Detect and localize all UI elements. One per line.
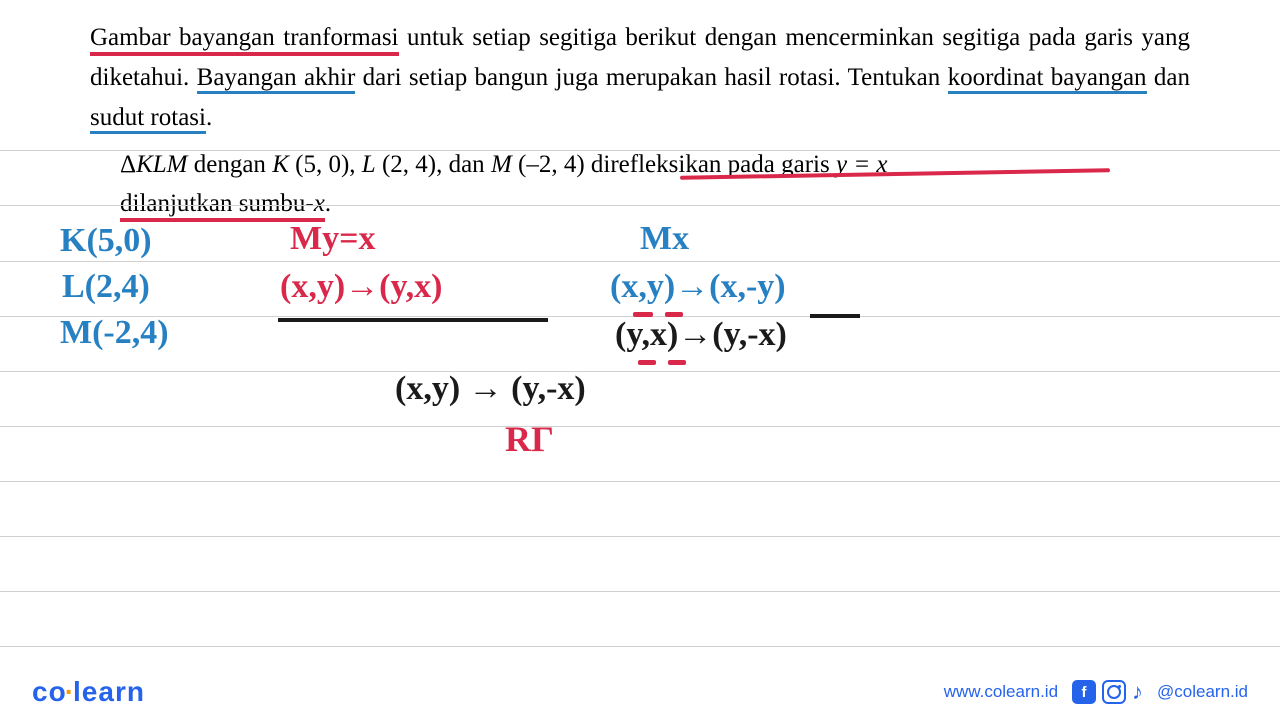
text-underlined-blue: Bayangan akhir — [197, 64, 356, 94]
ruled-line — [0, 150, 1280, 151]
red-mark — [668, 360, 686, 365]
handwriting-area: K(5,0) L(2,4) M(-2,4) My=x (x,y)→(y,x) M… — [0, 220, 1280, 620]
hand-combined: (x,y) → (y,-x) — [395, 370, 586, 408]
footer-right: www.colearn.id f ♪ @colearn.id — [944, 679, 1248, 705]
hand-rule1: (x,y)→(y,x) — [280, 268, 442, 306]
black-underline — [810, 314, 860, 318]
ruled-line — [0, 646, 1280, 647]
problem-subtext: ΔKLM dengan K (5, 0), L (2, 4), dan M (–… — [90, 146, 1190, 224]
instagram-icon — [1102, 680, 1126, 704]
hand-point-m: M(-2,4) — [60, 314, 169, 352]
text-underlined-red: Gambar bayangan tranformasi — [90, 24, 399, 56]
hand-mx: Mx — [640, 220, 689, 258]
text-underlined-blue: koordinat bayangan — [948, 64, 1147, 94]
black-underline — [278, 318, 548, 322]
hand-point-k: K(5,0) — [60, 222, 152, 260]
social-icons: f ♪ — [1072, 679, 1143, 705]
hand-point-l: L(2,4) — [62, 268, 150, 306]
hand-rt: RΓ — [505, 418, 554, 460]
facebook-icon: f — [1072, 680, 1096, 704]
footer-handle: @colearn.id — [1157, 682, 1248, 702]
footer-url: www.colearn.id — [944, 682, 1058, 702]
red-mark — [638, 360, 656, 365]
problem-paragraph: Gambar bayangan tranformasi untuk setiap… — [90, 18, 1190, 138]
hand-myx: My=x — [290, 220, 375, 258]
brand-logo: co·learn — [32, 676, 145, 708]
tiktok-icon: ♪ — [1132, 679, 1143, 705]
text-underlined-blue: sudut rotasi — [90, 104, 206, 134]
ruled-line — [0, 205, 1280, 206]
footer: co·learn www.colearn.id f ♪ @colearn.id — [0, 664, 1280, 720]
hand-rule2: (x,y)→(x,-y) — [610, 268, 786, 306]
hand-rule3: (y,x)→(y,-x) — [615, 316, 787, 354]
